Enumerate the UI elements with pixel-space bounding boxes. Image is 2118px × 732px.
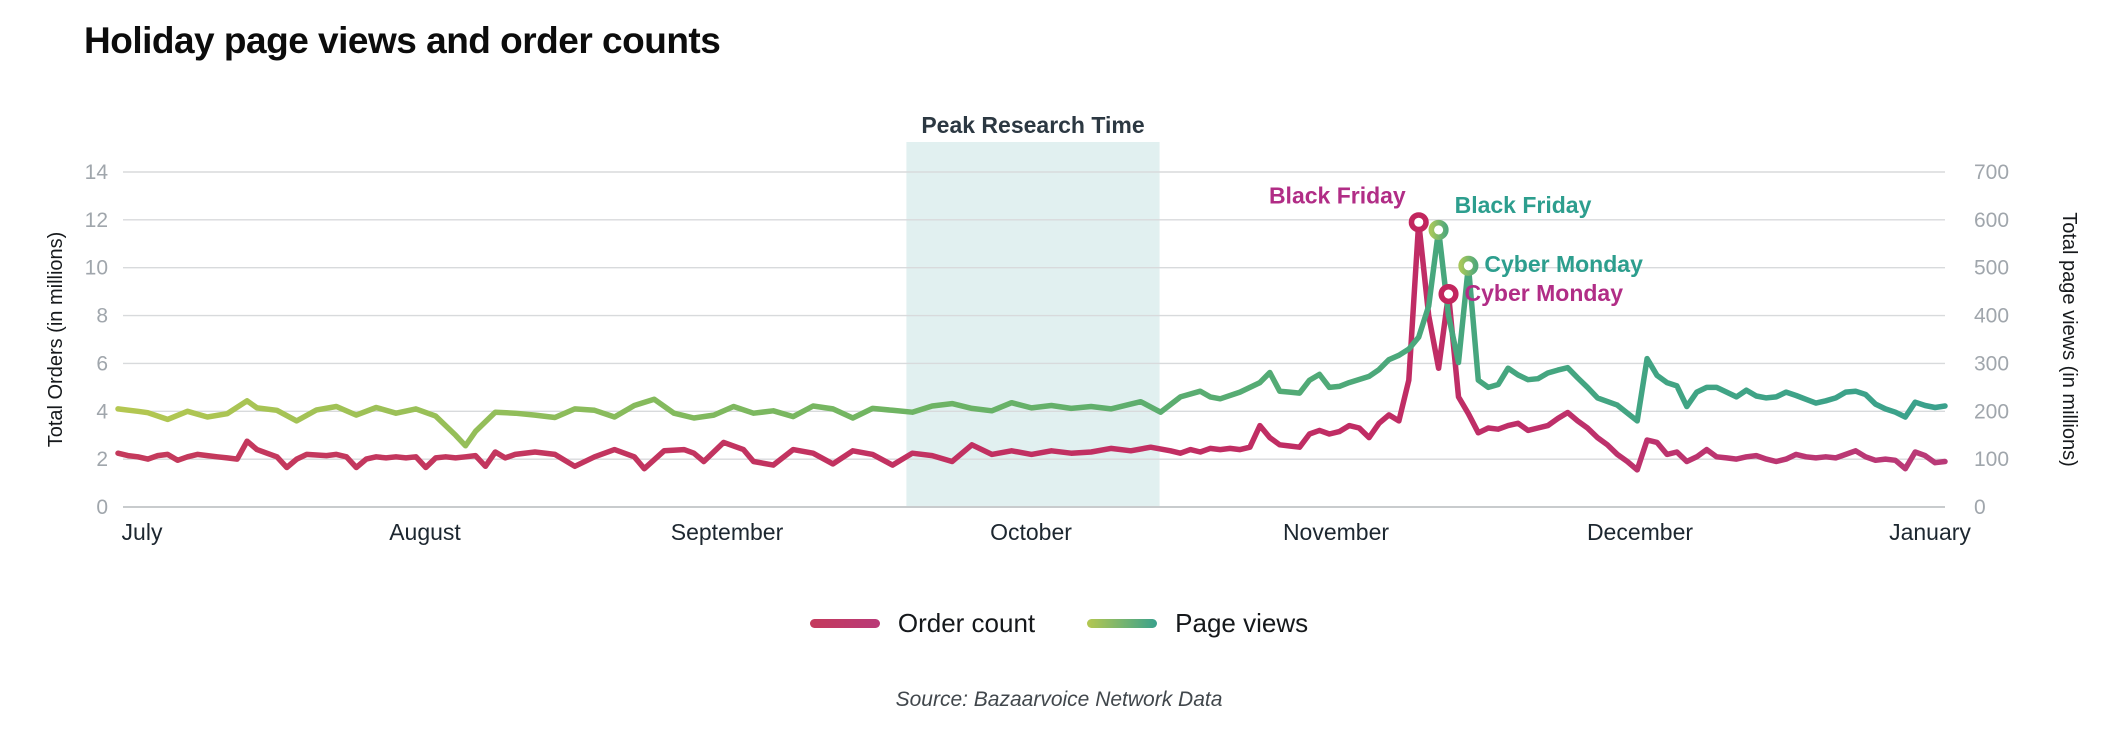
black-friday-orders-marker: [1408, 212, 1429, 233]
legend-item-order-count: Order count: [809, 608, 1036, 639]
x-axis-label-october: October: [990, 519, 1072, 545]
left-axis-tick: 2: [96, 448, 108, 471]
cyber-monday-orders-marker: [1438, 283, 1459, 305]
x-axis-label-september: September: [671, 519, 784, 545]
cyber-monday-orders-label: Cyber Monday: [1465, 280, 1624, 306]
right-axis-tick: 500: [1974, 257, 2009, 280]
page-views-swatch: [1087, 619, 1158, 628]
x-axis-label-november: November: [1283, 519, 1389, 545]
x-axis-label-january: January: [1889, 519, 1971, 545]
right-axis-tick: 200: [1974, 400, 2009, 423]
order-count-line: [115, 219, 1948, 473]
cyber-monday-views-label: Cyber Monday: [1484, 251, 1643, 277]
black-friday-orders-label: Black Friday: [1269, 182, 1406, 208]
right-axis-tick: 700: [1974, 161, 2009, 184]
left-axis-tick: 12: [85, 209, 108, 232]
legend-item-page-views: Page views: [1087, 608, 1308, 639]
right-axis-tick: 400: [1974, 305, 2009, 328]
left-axis-tick: 10: [85, 257, 108, 280]
x-axis-label-july: July: [122, 519, 163, 545]
right-axis-title: Total page views (in millions): [2058, 212, 2080, 467]
x-axis-label-december: December: [1587, 519, 1693, 545]
page-views-line: [115, 227, 1948, 449]
source-note: Source: Bazaarvoice Network Data: [895, 688, 1223, 711]
legend: Order count Page views: [0, 608, 2118, 639]
chart-title: Holiday page views and order counts: [84, 20, 721, 61]
left-axis-tick: 8: [96, 305, 108, 328]
right-axis-tick: 600: [1974, 209, 2009, 232]
legend-label-page-views: Page views: [1175, 608, 1309, 638]
right-axis-tick: 300: [1974, 352, 2009, 375]
left-axis-tick: 6: [96, 352, 108, 375]
left-axis-tick: 0: [96, 496, 108, 519]
chart-plot: Peak Research Time 0 0 2 100 4 200 6 300 8 400 10 50…: [45, 112, 2080, 545]
right-axis-tick: 100: [1974, 448, 2009, 471]
legend-label-order-count: Order count: [897, 608, 1036, 638]
left-axis-title: Total Orders (in millions): [45, 232, 67, 448]
x-axis-label-august: August: [389, 519, 461, 545]
right-axis-tick: 0: [1974, 496, 1986, 519]
cyber-monday-views-marker: [1458, 255, 1479, 276]
peak-research-label: Peak Research Time: [921, 112, 1144, 138]
black-friday-views-marker: [1428, 219, 1449, 240]
peak-research-region: [906, 142, 1160, 507]
left-axis-tick: 4: [96, 400, 108, 423]
black-friday-views-label: Black Friday: [1455, 192, 1592, 218]
order-count-swatch: [809, 619, 880, 628]
left-axis-tick: 14: [85, 161, 109, 184]
